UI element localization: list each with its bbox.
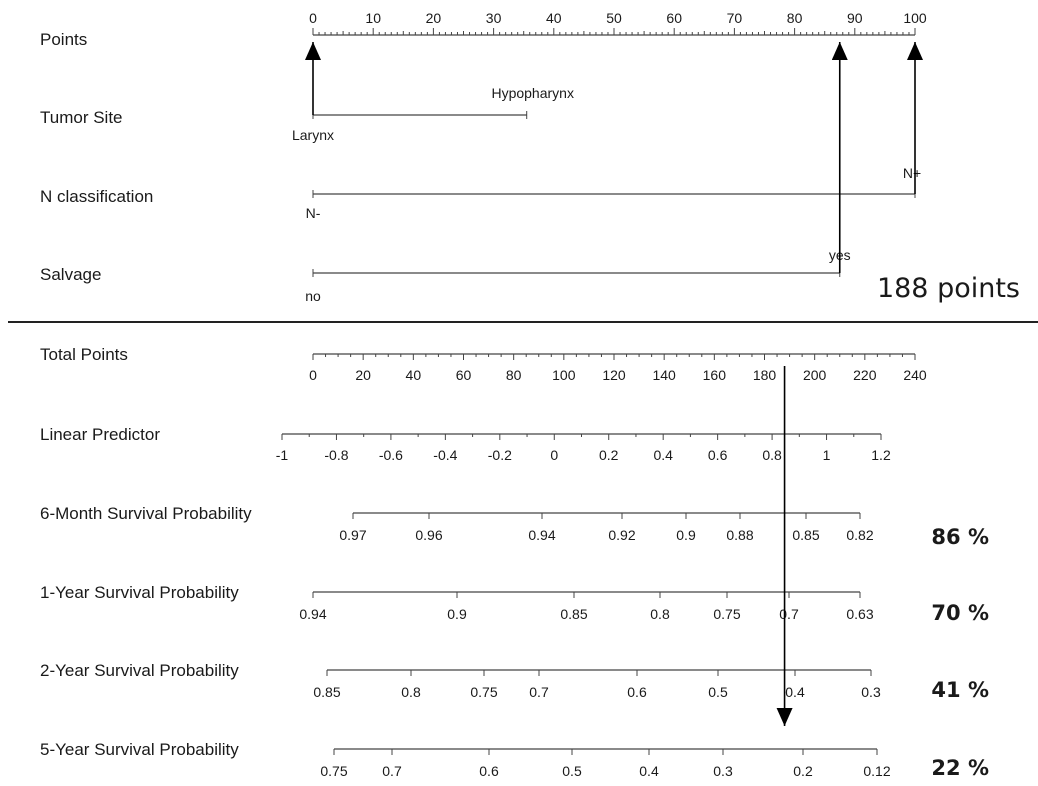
survival-tick-label: 0.6	[479, 763, 499, 779]
linear-predictor-tick-label: 0.2	[599, 447, 619, 463]
total-points-tick-label: 240	[903, 367, 927, 383]
survival-tick-label: 0.12	[863, 763, 890, 779]
linear-predictor-tick-label: 0.6	[708, 447, 728, 463]
linear-predictor-tick-label: 0	[550, 447, 558, 463]
points-tick-label: 70	[727, 10, 743, 26]
predictor-label: Tumor Site	[40, 108, 123, 127]
total-points-tick-label: 140	[652, 367, 676, 383]
linear-predictor-tick-label: -0.8	[324, 447, 348, 463]
survival-tick-label: 0.94	[528, 527, 555, 543]
total-points-tick-label: 40	[406, 367, 422, 383]
points-tick-label: 0	[309, 10, 317, 26]
points-tick-label: 10	[365, 10, 381, 26]
points-axis-label: Points	[40, 30, 87, 49]
total-points-tick-label: 100	[552, 367, 576, 383]
points-tick-label: 60	[666, 10, 682, 26]
survival-tick-label: 0.9	[447, 606, 467, 622]
predictor-level-label: no	[305, 288, 321, 304]
prediction-percent: 22 %	[931, 756, 989, 780]
total-points-callout: 188 points	[877, 273, 1020, 304]
total-points-axis-label: Total Points	[40, 345, 128, 364]
prediction-percent: 86 %	[931, 525, 989, 549]
predictor-level-label: N-	[306, 205, 321, 221]
points-tick-label: 30	[486, 10, 502, 26]
total-points-tick-label: 60	[456, 367, 472, 383]
points-tick-label: 20	[426, 10, 442, 26]
survival-tick-label: 0.2	[793, 763, 813, 779]
survival-tick-label: 0.85	[560, 606, 587, 622]
survival-tick-label: 0.85	[313, 684, 340, 700]
survival-scale-label: 1-Year Survival Probability	[40, 583, 239, 602]
survival-tick-label: 0.75	[713, 606, 740, 622]
survival-tick-label: 0.97	[339, 527, 366, 543]
linear-predictor-tick-label: 0.8	[762, 447, 782, 463]
survival-tick-label: 0.63	[846, 606, 873, 622]
total-points-tick-label: 80	[506, 367, 522, 383]
points-tick-label: 40	[546, 10, 562, 26]
predictor-level-label: N+	[903, 165, 921, 181]
predictor-level-label: Larynx	[292, 127, 334, 143]
survival-scale-label: 2-Year Survival Probability	[40, 661, 239, 680]
linear-predictor-tick-label: -0.6	[379, 447, 403, 463]
survival-tick-label: 0.7	[382, 763, 402, 779]
points-tick-label: 50	[606, 10, 622, 26]
linear-predictor-tick-label: 1	[823, 447, 831, 463]
survival-scale-label: 5-Year Survival Probability	[40, 740, 239, 759]
survival-tick-label: 0.4	[785, 684, 805, 700]
survival-tick-label: 0.3	[713, 763, 733, 779]
linear-predictor-tick-label: -0.4	[433, 447, 457, 463]
survival-tick-label: 0.82	[846, 527, 873, 543]
total-points-tick-label: 220	[853, 367, 877, 383]
predictor-label: N classification	[40, 187, 153, 206]
survival-tick-label: 0.7	[529, 684, 549, 700]
survival-tick-label: 0.8	[401, 684, 421, 700]
prediction-percent: 70 %	[931, 601, 989, 625]
survival-tick-label: 0.92	[608, 527, 635, 543]
linear-predictor-tick-label: -1	[276, 447, 289, 463]
survival-tick-label: 0.94	[299, 606, 326, 622]
linear-predictor-tick-label: 0.4	[653, 447, 673, 463]
predictor-label: Salvage	[40, 265, 101, 284]
total-points-tick-label: 180	[753, 367, 777, 383]
linear-predictor-tick-label: -0.2	[488, 447, 512, 463]
total-points-tick-label: 20	[355, 367, 371, 383]
survival-tick-label: 0.6	[627, 684, 647, 700]
survival-tick-label: 0.3	[861, 684, 881, 700]
points-tick-label: 80	[787, 10, 803, 26]
survival-tick-label: 0.7	[779, 606, 799, 622]
points-tick-label: 90	[847, 10, 863, 26]
total-points-tick-label: 120	[602, 367, 626, 383]
survival-tick-label: 0.4	[639, 763, 659, 779]
predictor-level-label: Hypopharynx	[491, 85, 574, 101]
total-points-tick-label: 200	[803, 367, 827, 383]
survival-tick-label: 0.5	[562, 763, 582, 779]
survival-tick-label: 0.75	[320, 763, 347, 779]
survival-tick-label: 0.8	[650, 606, 670, 622]
survival-tick-label: 0.9	[676, 527, 696, 543]
total-points-tick-label: 160	[703, 367, 727, 383]
survival-tick-label: 0.88	[726, 527, 753, 543]
linear-predictor-label: Linear Predictor	[40, 425, 160, 444]
points-tick-label: 100	[903, 10, 927, 26]
total-points-tick-label: 0	[309, 367, 317, 383]
linear-predictor-tick-label: 1.2	[871, 447, 891, 463]
survival-tick-label: 0.75	[470, 684, 497, 700]
survival-tick-label: 0.85	[792, 527, 819, 543]
survival-tick-label: 0.5	[708, 684, 728, 700]
survival-scale-label: 6-Month Survival Probability	[40, 504, 252, 523]
prediction-percent: 41 %	[931, 678, 989, 702]
survival-tick-label: 0.96	[415, 527, 442, 543]
